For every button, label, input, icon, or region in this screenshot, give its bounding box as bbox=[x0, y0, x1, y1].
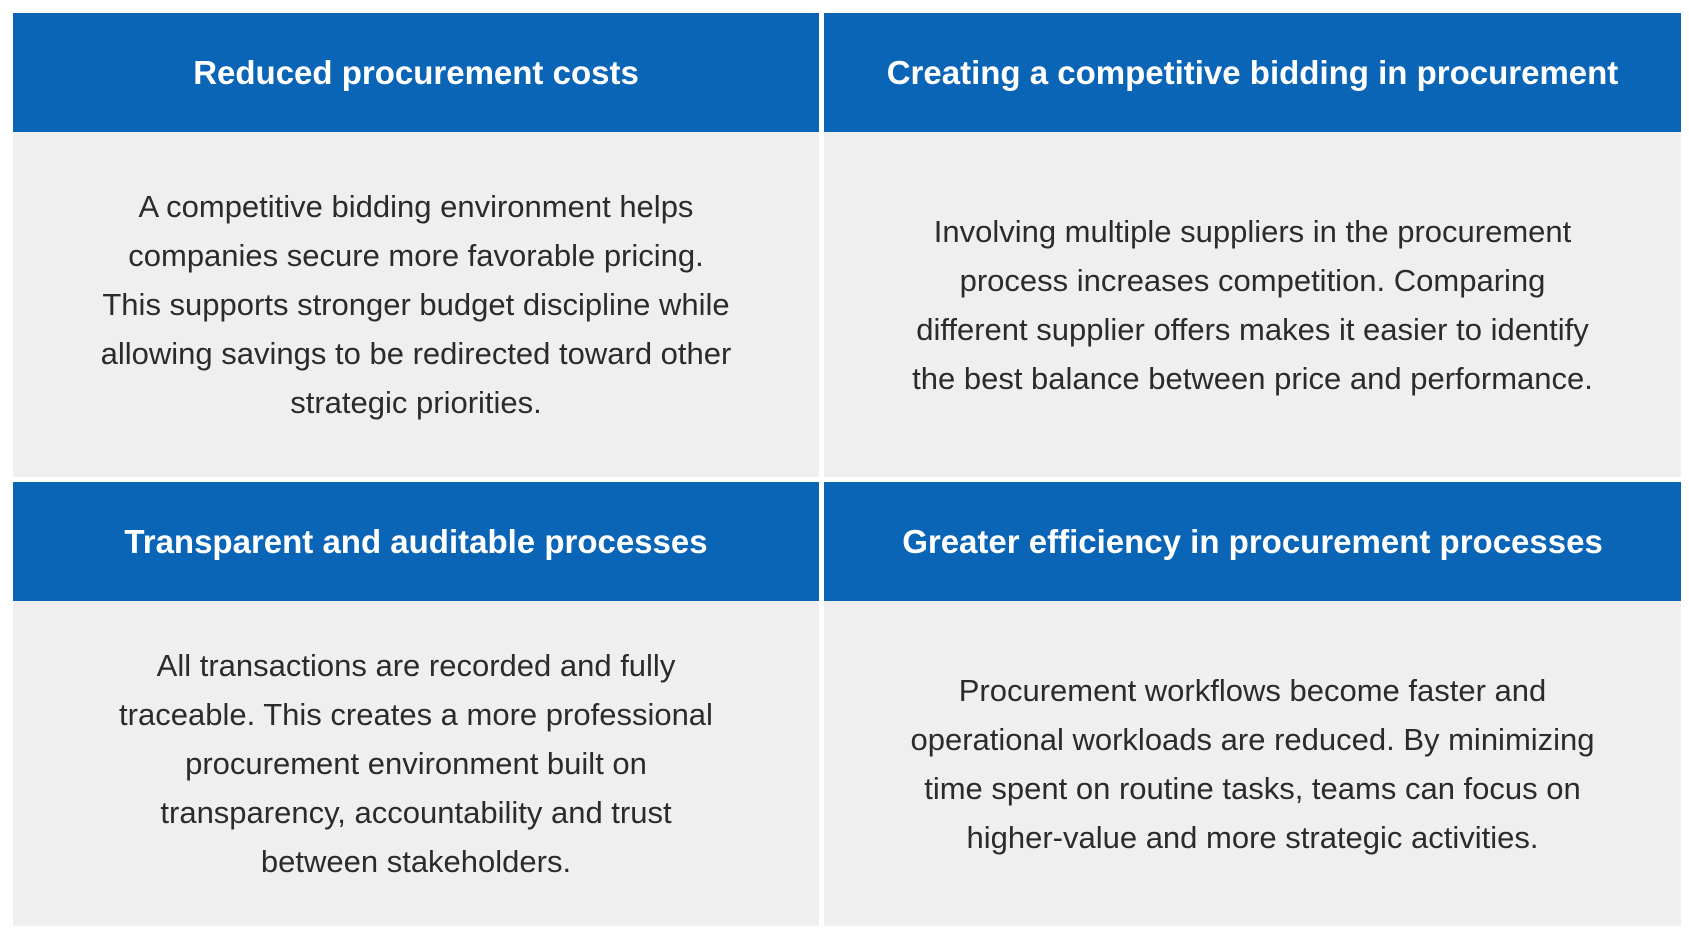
card-text-line: between stakeholders. bbox=[260, 844, 572, 879]
card-text-line: companies secure more favorable pricing. bbox=[128, 238, 704, 273]
card-text-line: transparency, accountability and trust bbox=[160, 795, 672, 830]
card-text-line: Involving multiple suppliers in the proc… bbox=[933, 213, 1572, 249]
card-text-line: Procurement workflows become faster and bbox=[958, 672, 1547, 708]
card-body: Involving multiple suppliers in the proc… bbox=[824, 132, 1681, 477]
card-text-line: different supplier offers makes it easie… bbox=[916, 311, 1589, 347]
card-text-line: A competitive bidding environment helps bbox=[138, 189, 694, 224]
card-text-line: traceable. This creates a more professio… bbox=[119, 697, 713, 732]
card: Greater efficiency in procurement proces… bbox=[824, 482, 1681, 926]
card-text-line: allowing savings to be redirected toward… bbox=[100, 336, 732, 371]
card-body: All transactions are recorded and fully t… bbox=[13, 601, 819, 926]
card-text-line: time spent on routine tasks, teams can f… bbox=[924, 770, 1581, 806]
card-title: Reduced procurement costs bbox=[13, 13, 819, 132]
card-title: Greater efficiency in procurement proces… bbox=[824, 482, 1681, 601]
card-text-line: procurement environment built on bbox=[185, 746, 647, 781]
card-text-line: higher-value and more strategic activiti… bbox=[966, 819, 1539, 855]
card-title: Transparent and auditable processes bbox=[13, 482, 819, 601]
card-grid: Reduced procurement costs A competitive b… bbox=[13, 13, 1681, 926]
card-title: Creating a competitive bidding in procur… bbox=[824, 13, 1681, 132]
card: Transparent and auditable processes All t… bbox=[13, 482, 819, 926]
card-text-line: strategic priorities. bbox=[290, 385, 542, 420]
card-text-line: the best balance between price and perfo… bbox=[912, 360, 1593, 396]
card-body: Procurement workflows become faster and o… bbox=[824, 601, 1681, 926]
card-body: A competitive bidding environment helps c… bbox=[13, 132, 819, 477]
card-text-line: All transactions are recorded and fully bbox=[156, 648, 676, 683]
card-text-line: This supports stronger budget discipline… bbox=[102, 287, 730, 322]
card-text-line: operational workloads are reduced. By mi… bbox=[910, 721, 1595, 757]
card: Creating a competitive bidding in procur… bbox=[824, 13, 1681, 477]
card: Reduced procurement costs A competitive b… bbox=[13, 13, 819, 477]
card-text-line: process increases competition. Comparing bbox=[959, 262, 1546, 298]
